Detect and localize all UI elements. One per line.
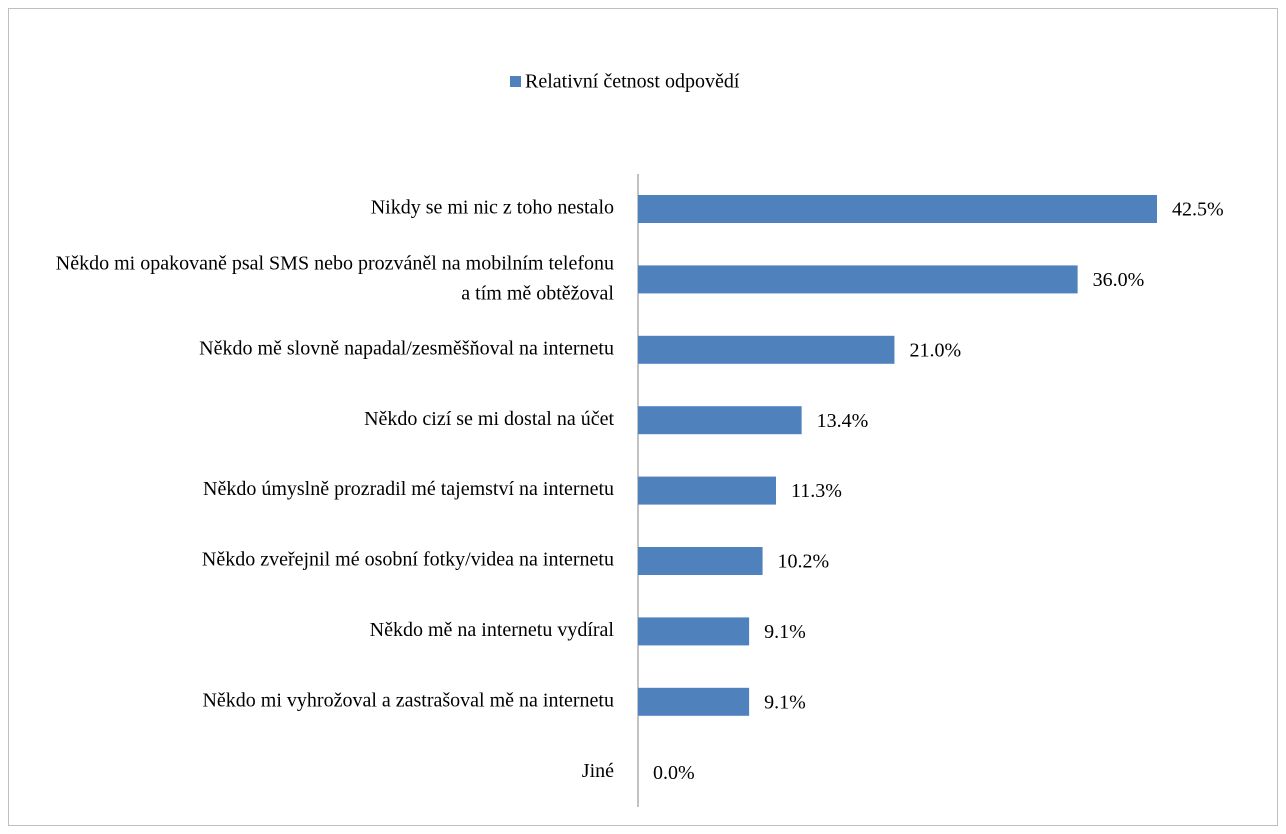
- value-label: 9.1%: [764, 621, 806, 643]
- value-label: 42.5%: [1172, 199, 1224, 221]
- bar: [638, 335, 895, 364]
- value-label: 11.3%: [791, 480, 842, 502]
- bar: [638, 547, 763, 575]
- category-label: Nikdy se mi nic z toho nestalo: [371, 197, 614, 219]
- value-label: 10.2%: [778, 551, 830, 573]
- value-label: 9.1%: [764, 691, 806, 713]
- value-label: 36.0%: [1093, 269, 1145, 291]
- bar: [638, 617, 750, 646]
- category-label: Někdo mě na internetu vydíral: [370, 619, 615, 641]
- value-label: 13.4%: [817, 410, 869, 432]
- bar: [638, 195, 1157, 223]
- bar: [638, 265, 1078, 294]
- category-label: Někdo mi opakovaně psal SMS nebo prozván…: [56, 252, 615, 304]
- legend-swatch: [510, 76, 521, 87]
- category-label: Jiné: [582, 760, 614, 782]
- value-label: 21.0%: [909, 339, 961, 361]
- bar: [638, 687, 750, 716]
- category-label: Někdo úmyslně prozradil mé tajemství na …: [203, 478, 614, 500]
- category-label: Někdo mi vyhrožoval a zastrašoval mě na …: [202, 689, 614, 711]
- category-label: Někdo cizí se mi dostal na účet: [364, 408, 614, 430]
- legend-label: Relativní četnost odpovědí: [525, 71, 740, 93]
- category-label: Někdo zveřejnil mé osobní fotky/videa na…: [202, 549, 614, 571]
- value-label: 0.0%: [653, 762, 695, 784]
- bar: [638, 476, 776, 505]
- category-label: Někdo mě slovně napadal/zesměšňoval na i…: [199, 337, 614, 359]
- bar: [638, 406, 802, 435]
